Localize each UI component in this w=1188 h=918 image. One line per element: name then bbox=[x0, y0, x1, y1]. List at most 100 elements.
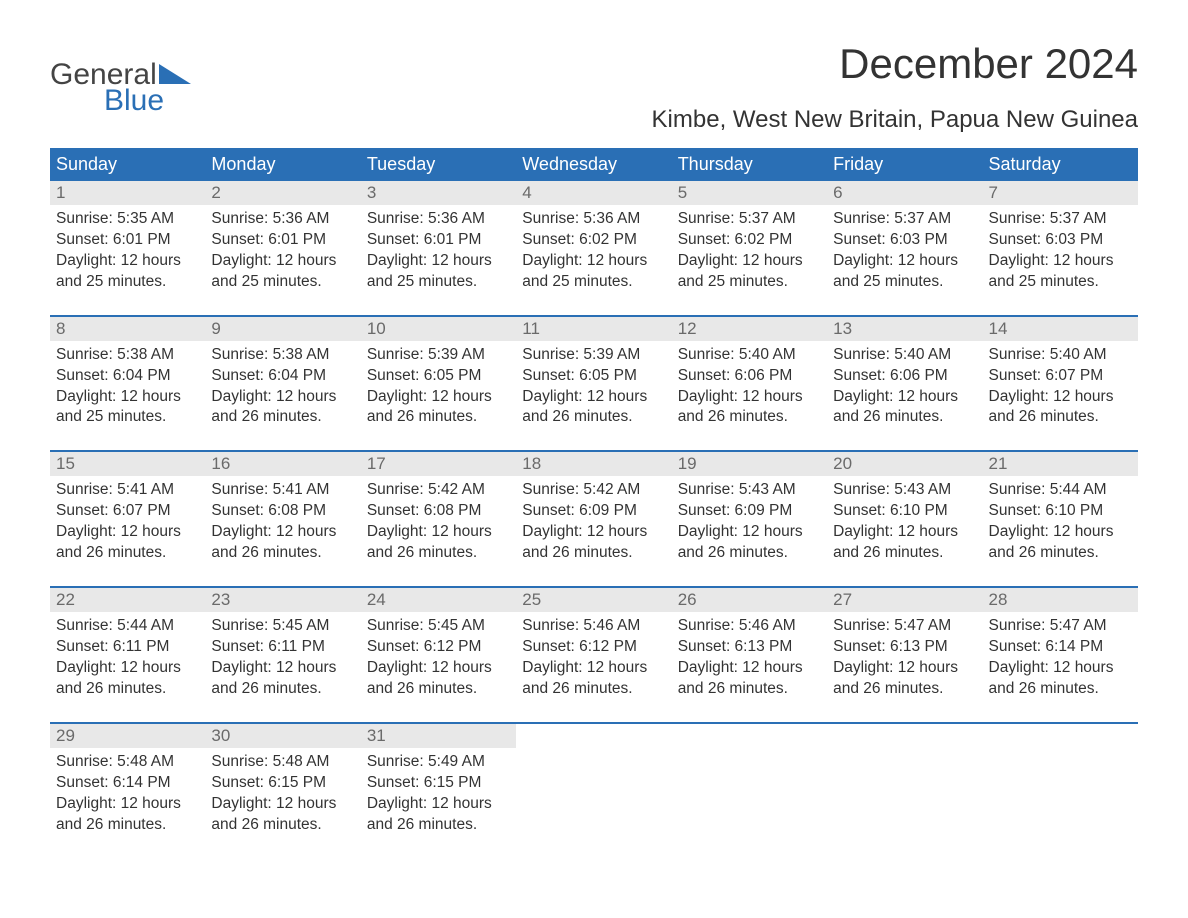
day-details: Sunrise: 5:44 AMSunset: 6:10 PMDaylight:… bbox=[989, 480, 1132, 564]
day-details: Sunrise: 5:39 AMSunset: 6:05 PMDaylight:… bbox=[367, 345, 510, 429]
location-label: Kimbe, West New Britain, Papua New Guine… bbox=[652, 106, 1138, 134]
daylight-line1: Daylight: 12 hours bbox=[56, 658, 199, 679]
calendar-day bbox=[516, 724, 671, 842]
calendar-day: 19Sunrise: 5:43 AMSunset: 6:09 PMDayligh… bbox=[672, 452, 827, 570]
day-number-row: 26 bbox=[672, 588, 827, 612]
calendar-day: 31Sunrise: 5:49 AMSunset: 6:15 PMDayligh… bbox=[361, 724, 516, 842]
daylight-line2: and 25 minutes. bbox=[367, 272, 510, 293]
weekday-sunday: Sunday bbox=[50, 148, 205, 181]
sunrise-text: Sunrise: 5:39 AM bbox=[367, 345, 510, 366]
day-number: 26 bbox=[678, 590, 697, 609]
sunset-text: Sunset: 6:13 PM bbox=[833, 637, 976, 658]
day-number-row: 11 bbox=[516, 317, 671, 341]
day-details: Sunrise: 5:35 AMSunset: 6:01 PMDaylight:… bbox=[56, 209, 199, 293]
day-number: 17 bbox=[367, 454, 386, 473]
day-details: Sunrise: 5:38 AMSunset: 6:04 PMDaylight:… bbox=[211, 345, 354, 429]
day-number: 22 bbox=[56, 590, 75, 609]
day-details: Sunrise: 5:47 AMSunset: 6:13 PMDaylight:… bbox=[833, 616, 976, 700]
day-number-row: 17 bbox=[361, 452, 516, 476]
daylight-line1: Daylight: 12 hours bbox=[367, 794, 510, 815]
weekday-tuesday: Tuesday bbox=[361, 148, 516, 181]
weekday-friday: Friday bbox=[827, 148, 982, 181]
sunrise-text: Sunrise: 5:41 AM bbox=[211, 480, 354, 501]
sunrise-text: Sunrise: 5:38 AM bbox=[56, 345, 199, 366]
day-details: Sunrise: 5:49 AMSunset: 6:15 PMDaylight:… bbox=[367, 752, 510, 836]
day-details: Sunrise: 5:44 AMSunset: 6:11 PMDaylight:… bbox=[56, 616, 199, 700]
daylight-line2: and 26 minutes. bbox=[56, 679, 199, 700]
calendar-day: 8Sunrise: 5:38 AMSunset: 6:04 PMDaylight… bbox=[50, 317, 205, 435]
weekday-saturday: Saturday bbox=[983, 148, 1138, 181]
daylight-line1: Daylight: 12 hours bbox=[678, 251, 821, 272]
sunrise-text: Sunrise: 5:48 AM bbox=[211, 752, 354, 773]
day-number-row: 28 bbox=[983, 588, 1138, 612]
calendar-day: 22 Sunrise: 5:44 AMSunset: 6:11 PMDayligh… bbox=[50, 588, 205, 706]
daylight-line1: Daylight: 12 hours bbox=[56, 251, 199, 272]
daylight-line1: Daylight: 12 hours bbox=[678, 387, 821, 408]
calendar-day: 28Sunrise: 5:47 AMSunset: 6:14 PMDayligh… bbox=[983, 588, 1138, 706]
sunrise-text: Sunrise: 5:38 AM bbox=[211, 345, 354, 366]
daylight-line1: Daylight: 12 hours bbox=[56, 522, 199, 543]
daylight-line1: Daylight: 12 hours bbox=[211, 251, 354, 272]
calendar-day: 11Sunrise: 5:39 AMSunset: 6:05 PMDayligh… bbox=[516, 317, 671, 435]
day-number-row: 15 bbox=[50, 452, 205, 476]
day-details: Sunrise: 5:36 AMSunset: 6:01 PMDaylight:… bbox=[211, 209, 354, 293]
day-number: 16 bbox=[211, 454, 230, 473]
day-number-row: 24 bbox=[361, 588, 516, 612]
day-number-row: 10 bbox=[361, 317, 516, 341]
sunrise-text: Sunrise: 5:36 AM bbox=[367, 209, 510, 230]
daylight-line2: and 25 minutes. bbox=[522, 272, 665, 293]
calendar-day: 7Sunrise: 5:37 AMSunset: 6:03 PMDaylight… bbox=[983, 181, 1138, 299]
calendar-day: 18Sunrise: 5:42 AMSunset: 6:09 PMDayligh… bbox=[516, 452, 671, 570]
day-number-row: 9 bbox=[205, 317, 360, 341]
daylight-line1: Daylight: 12 hours bbox=[56, 387, 199, 408]
calendar-week: 8Sunrise: 5:38 AMSunset: 6:04 PMDaylight… bbox=[50, 315, 1138, 435]
daylight-line2: and 26 minutes. bbox=[678, 543, 821, 564]
day-details: Sunrise: 5:42 AMSunset: 6:08 PMDaylight:… bbox=[367, 480, 510, 564]
day-number-row: 3 bbox=[361, 181, 516, 205]
calendar-week: 1Sunrise: 5:35 AMSunset: 6:01 PMDaylight… bbox=[50, 181, 1138, 299]
daylight-line2: and 26 minutes. bbox=[56, 815, 199, 836]
daylight-line2: and 26 minutes. bbox=[56, 543, 199, 564]
daylight-line1: Daylight: 12 hours bbox=[989, 522, 1132, 543]
sunrise-text: Sunrise: 5:43 AM bbox=[678, 480, 821, 501]
day-number-row: 25 bbox=[516, 588, 671, 612]
calendar-day: 23Sunrise: 5:45 AMSunset: 6:11 PMDayligh… bbox=[205, 588, 360, 706]
day-number-row: 7 bbox=[983, 181, 1138, 205]
calendar-day: 2Sunrise: 5:36 AMSunset: 6:01 PMDaylight… bbox=[205, 181, 360, 299]
daylight-line1: Daylight: 12 hours bbox=[211, 387, 354, 408]
logo-word2: Blue bbox=[104, 84, 191, 118]
sunrise-text: Sunrise: 5:35 AM bbox=[56, 209, 199, 230]
calendar-day: 16Sunrise: 5:41 AMSunset: 6:08 PMDayligh… bbox=[205, 452, 360, 570]
daylight-line2: and 25 minutes. bbox=[678, 272, 821, 293]
calendar-day: 15Sunrise: 5:41 AMSunset: 6:07 PMDayligh… bbox=[50, 452, 205, 570]
sunrise-text: Sunrise: 5:42 AM bbox=[367, 480, 510, 501]
calendar-day: 20Sunrise: 5:43 AMSunset: 6:10 PMDayligh… bbox=[827, 452, 982, 570]
weekday-header-row: Sunday Monday Tuesday Wednesday Thursday… bbox=[50, 148, 1138, 181]
daylight-line1: Daylight: 12 hours bbox=[522, 522, 665, 543]
sunrise-text: Sunrise: 5:40 AM bbox=[989, 345, 1132, 366]
calendar-day: 6 Sunrise: 5:37 AMSunset: 6:03 PMDaylight… bbox=[827, 181, 982, 299]
calendar-day: 10 Sunrise: 5:39 AMSunset: 6:05 PMDayligh… bbox=[361, 317, 516, 435]
daylight-line1: Daylight: 12 hours bbox=[522, 251, 665, 272]
calendar-day bbox=[672, 724, 827, 842]
day-details: Sunrise: 5:37 AMSunset: 6:03 PMDaylight:… bbox=[833, 209, 976, 293]
day-number-row: 5 bbox=[672, 181, 827, 205]
day-number: 24 bbox=[367, 590, 386, 609]
day-number: 14 bbox=[989, 319, 1008, 338]
day-number-row: 18 bbox=[516, 452, 671, 476]
calendar-day: 30Sunrise: 5:48 AMSunset: 6:15 PMDayligh… bbox=[205, 724, 360, 842]
sunrise-text: Sunrise: 5:48 AM bbox=[56, 752, 199, 773]
daylight-line1: Daylight: 12 hours bbox=[56, 794, 199, 815]
sunrise-text: Sunrise: 5:44 AM bbox=[989, 480, 1132, 501]
day-number: 7 bbox=[989, 183, 998, 202]
sunrise-text: Sunrise: 5:47 AM bbox=[833, 616, 976, 637]
calendar-week: 22 Sunrise: 5:44 AMSunset: 6:11 PMDayligh… bbox=[50, 586, 1138, 706]
daylight-line2: and 26 minutes. bbox=[833, 543, 976, 564]
day-number-row: 6 bbox=[827, 181, 982, 205]
daylight-line1: Daylight: 12 hours bbox=[678, 658, 821, 679]
title-block: December 2024 Kimbe, West New Britain, P… bbox=[652, 40, 1138, 134]
sunrise-text: Sunrise: 5:44 AM bbox=[56, 616, 199, 637]
daylight-line1: Daylight: 12 hours bbox=[833, 387, 976, 408]
daylight-line2: and 26 minutes. bbox=[211, 543, 354, 564]
sunrise-text: Sunrise: 5:45 AM bbox=[367, 616, 510, 637]
